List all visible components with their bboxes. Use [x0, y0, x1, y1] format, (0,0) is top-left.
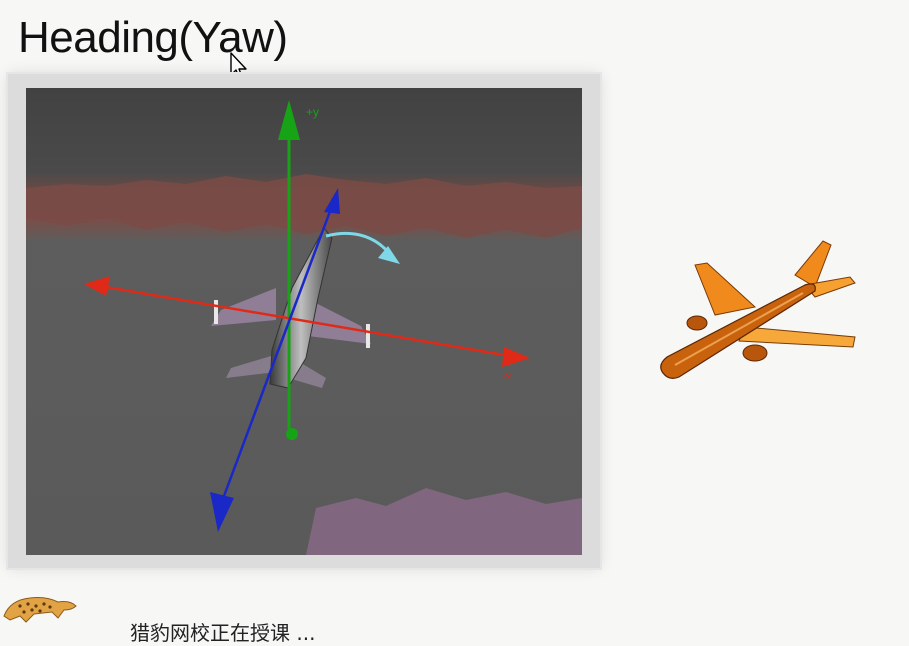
y-axis-label: +y: [306, 105, 319, 119]
cheetah-logo: [3, 597, 77, 623]
fighter-jet: [211, 227, 371, 389]
broadcast-status-text: 猎豹网校正在授课 ...: [130, 621, 316, 645]
x-axis-label: -x: [502, 371, 512, 383]
y-axis-arrow: [278, 100, 300, 440]
slide-title: Heading(Yaw): [18, 13, 288, 62]
ground-band: [306, 488, 582, 555]
horizon-band: [26, 174, 582, 238]
x-axis-arrow: [84, 276, 530, 367]
airplane-illustration: [660, 240, 856, 379]
z-axis-arrow: [210, 188, 340, 532]
yaw-diagram: +y -x: [26, 88, 582, 555]
yaw-rotation-arrow: [325, 231, 400, 264]
yaw-3d-viewport: +y -x: [26, 88, 582, 555]
